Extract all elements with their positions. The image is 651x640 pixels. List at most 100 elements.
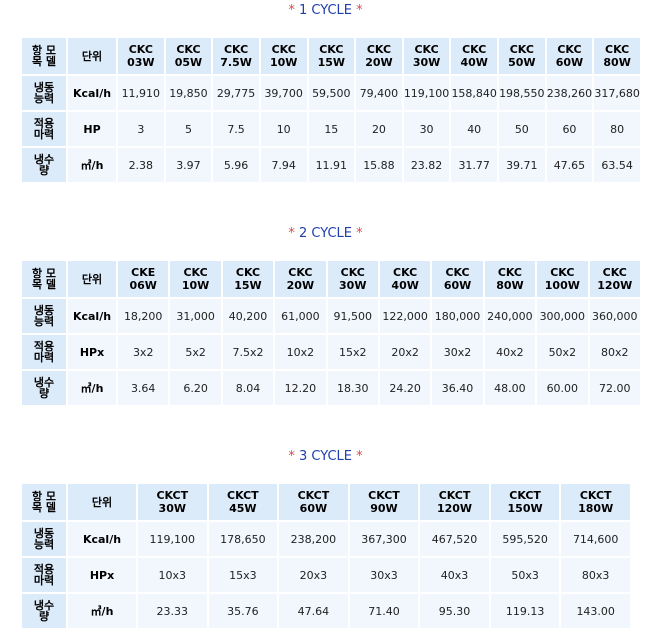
model-header: CKC 60W bbox=[432, 261, 483, 297]
value-cell: 50x3 bbox=[490, 558, 560, 592]
value-cell: 71.40 bbox=[349, 594, 419, 628]
value-cell: 48.00 bbox=[484, 371, 536, 405]
model-header: CKC 40W bbox=[451, 38, 497, 74]
value-cell: 31,000 bbox=[170, 299, 221, 333]
unit-cell: ㎥/h bbox=[68, 371, 116, 405]
value-cell: 11,910 bbox=[118, 76, 164, 110]
value-cell: 60 bbox=[546, 112, 593, 146]
value-cell: 35.76 bbox=[208, 594, 278, 628]
value-cell: 3.64 bbox=[118, 371, 169, 405]
model-header: CKCT 30W bbox=[138, 484, 207, 520]
value-cell: 10x2 bbox=[275, 335, 326, 369]
table-row: 적용 마력 HPx 3x2 5x2 7.5x2 10x2 15x2 20x2 30x2 40x2 50… bbox=[22, 335, 640, 369]
value-cell: 15x3 bbox=[208, 558, 278, 592]
value-cell: 238,200 bbox=[279, 522, 348, 556]
value-cell: 36.40 bbox=[432, 371, 483, 405]
value-cell: 80x2 bbox=[589, 335, 640, 369]
value-cell: 2.38 bbox=[118, 148, 164, 182]
value-cell: 595,520 bbox=[490, 522, 560, 556]
row-label: 냉수 량 bbox=[22, 148, 66, 182]
value-cell: 63.54 bbox=[594, 148, 640, 182]
model-header: CKCT 60W bbox=[279, 484, 348, 520]
value-cell: 238,260 bbox=[546, 76, 593, 110]
model-header: CKC 20W bbox=[356, 38, 402, 74]
unit-header: 단위 bbox=[68, 38, 116, 74]
table-row: 적용 마력 HPx 10x3 15x3 20x3 30x3 40x3 50x3 80x3 bbox=[22, 558, 630, 592]
value-cell: 122,000 bbox=[379, 299, 431, 333]
model-header: CKCT 45W bbox=[208, 484, 278, 520]
unit-cell: Kcal/h bbox=[68, 76, 116, 110]
value-cell: 15 bbox=[308, 112, 355, 146]
value-cell: 39,700 bbox=[260, 76, 307, 110]
value-cell: 7.5x2 bbox=[222, 335, 274, 369]
model-header: CKC 120W bbox=[589, 261, 640, 297]
value-cell: 24.20 bbox=[379, 371, 431, 405]
value-cell: 15x2 bbox=[327, 335, 378, 369]
section-title-text: 1 CYCLE bbox=[298, 3, 352, 18]
table-row: 냉동 능력 Kcal/h 119,100 178,650 238,200 367,300 46… bbox=[22, 522, 630, 556]
value-cell: 18,200 bbox=[118, 299, 169, 333]
value-cell: 60.00 bbox=[537, 371, 588, 405]
row-label: 냉동 능력 bbox=[22, 299, 66, 333]
value-cell: 119.13 bbox=[490, 594, 560, 628]
unit-header: 단위 bbox=[68, 484, 136, 520]
value-cell: 367,300 bbox=[349, 522, 419, 556]
unit-header: 단위 bbox=[68, 261, 116, 297]
value-cell: 20x2 bbox=[379, 335, 431, 369]
value-cell: 59,500 bbox=[308, 76, 355, 110]
value-cell: 40,200 bbox=[222, 299, 274, 333]
table-row: 냉수 량 ㎥/h 23.33 35.76 47.64 71.40 95.30 119.13 143… bbox=[22, 594, 630, 628]
value-cell: 23.33 bbox=[138, 594, 207, 628]
model-header: CKC 03W bbox=[118, 38, 164, 74]
model-header: CKC 10W bbox=[170, 261, 221, 297]
value-cell: 143.00 bbox=[561, 594, 630, 628]
section-title-2: * 2 CYCLE * bbox=[288, 226, 363, 241]
row-label: 적용 마력 bbox=[22, 112, 66, 146]
value-cell: 18.30 bbox=[327, 371, 378, 405]
table-row: 적용 마력 HP 3 5 7.5 10 15 20 30 40 50 60 80 bbox=[22, 112, 640, 146]
value-cell: 29,775 bbox=[213, 76, 259, 110]
model-header: CKCT 150W bbox=[490, 484, 560, 520]
value-cell: 10x3 bbox=[138, 558, 207, 592]
value-cell: 198,550 bbox=[499, 76, 545, 110]
value-cell: 240,000 bbox=[484, 299, 536, 333]
row-label: 냉동 능력 bbox=[22, 522, 66, 556]
model-header: CKC 30W bbox=[327, 261, 378, 297]
model-header: CKC 40W bbox=[379, 261, 431, 297]
value-cell: 119,100 bbox=[403, 76, 450, 110]
value-cell: 467,520 bbox=[420, 522, 489, 556]
model-header: CKC 80W bbox=[484, 261, 536, 297]
value-cell: 300,000 bbox=[537, 299, 588, 333]
value-cell: 30x3 bbox=[349, 558, 419, 592]
value-cell: 317,680 bbox=[594, 76, 640, 110]
model-header: CKC 15W bbox=[308, 38, 355, 74]
model-header: CKE 06W bbox=[118, 261, 169, 297]
value-cell: 40 bbox=[451, 112, 497, 146]
value-cell: 91,500 bbox=[327, 299, 378, 333]
value-cell: 19,850 bbox=[165, 76, 212, 110]
model-header: CKC 30W bbox=[403, 38, 450, 74]
model-header: CKCT 180W bbox=[561, 484, 630, 520]
model-header: CKC 10W bbox=[260, 38, 307, 74]
value-cell: 20 bbox=[356, 112, 402, 146]
value-cell: 178,650 bbox=[208, 522, 278, 556]
value-cell: 50 bbox=[499, 112, 545, 146]
value-cell: 95.30 bbox=[420, 594, 489, 628]
value-cell: 80x3 bbox=[561, 558, 630, 592]
unit-cell: ㎥/h bbox=[68, 594, 136, 628]
value-cell: 3x2 bbox=[118, 335, 169, 369]
unit-cell: HPx bbox=[68, 335, 116, 369]
model-header: CKCT 120W bbox=[420, 484, 489, 520]
value-cell: 6.20 bbox=[170, 371, 221, 405]
value-cell: 119,100 bbox=[138, 522, 207, 556]
row-label: 적용 마력 bbox=[22, 335, 66, 369]
